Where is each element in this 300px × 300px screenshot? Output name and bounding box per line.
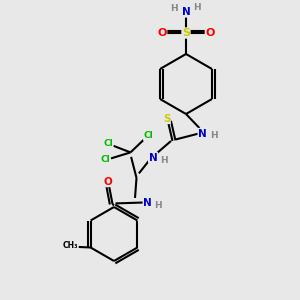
Text: N: N — [182, 7, 190, 17]
Text: N: N — [148, 152, 158, 163]
Text: S: S — [182, 28, 190, 38]
Text: O: O — [205, 28, 215, 38]
Text: N: N — [143, 197, 152, 208]
Text: H: H — [210, 130, 218, 140]
Text: H: H — [160, 156, 167, 165]
Text: N: N — [198, 128, 207, 139]
Text: Cl: Cl — [100, 155, 110, 164]
Text: O: O — [103, 176, 112, 187]
Text: S: S — [163, 113, 170, 124]
Text: O: O — [157, 28, 167, 38]
Text: H: H — [154, 201, 161, 210]
Text: H: H — [194, 3, 201, 12]
Text: Cl: Cl — [103, 139, 113, 148]
Text: CH₃: CH₃ — [63, 242, 78, 250]
Text: Cl: Cl — [144, 131, 153, 140]
Text: H: H — [170, 4, 178, 13]
